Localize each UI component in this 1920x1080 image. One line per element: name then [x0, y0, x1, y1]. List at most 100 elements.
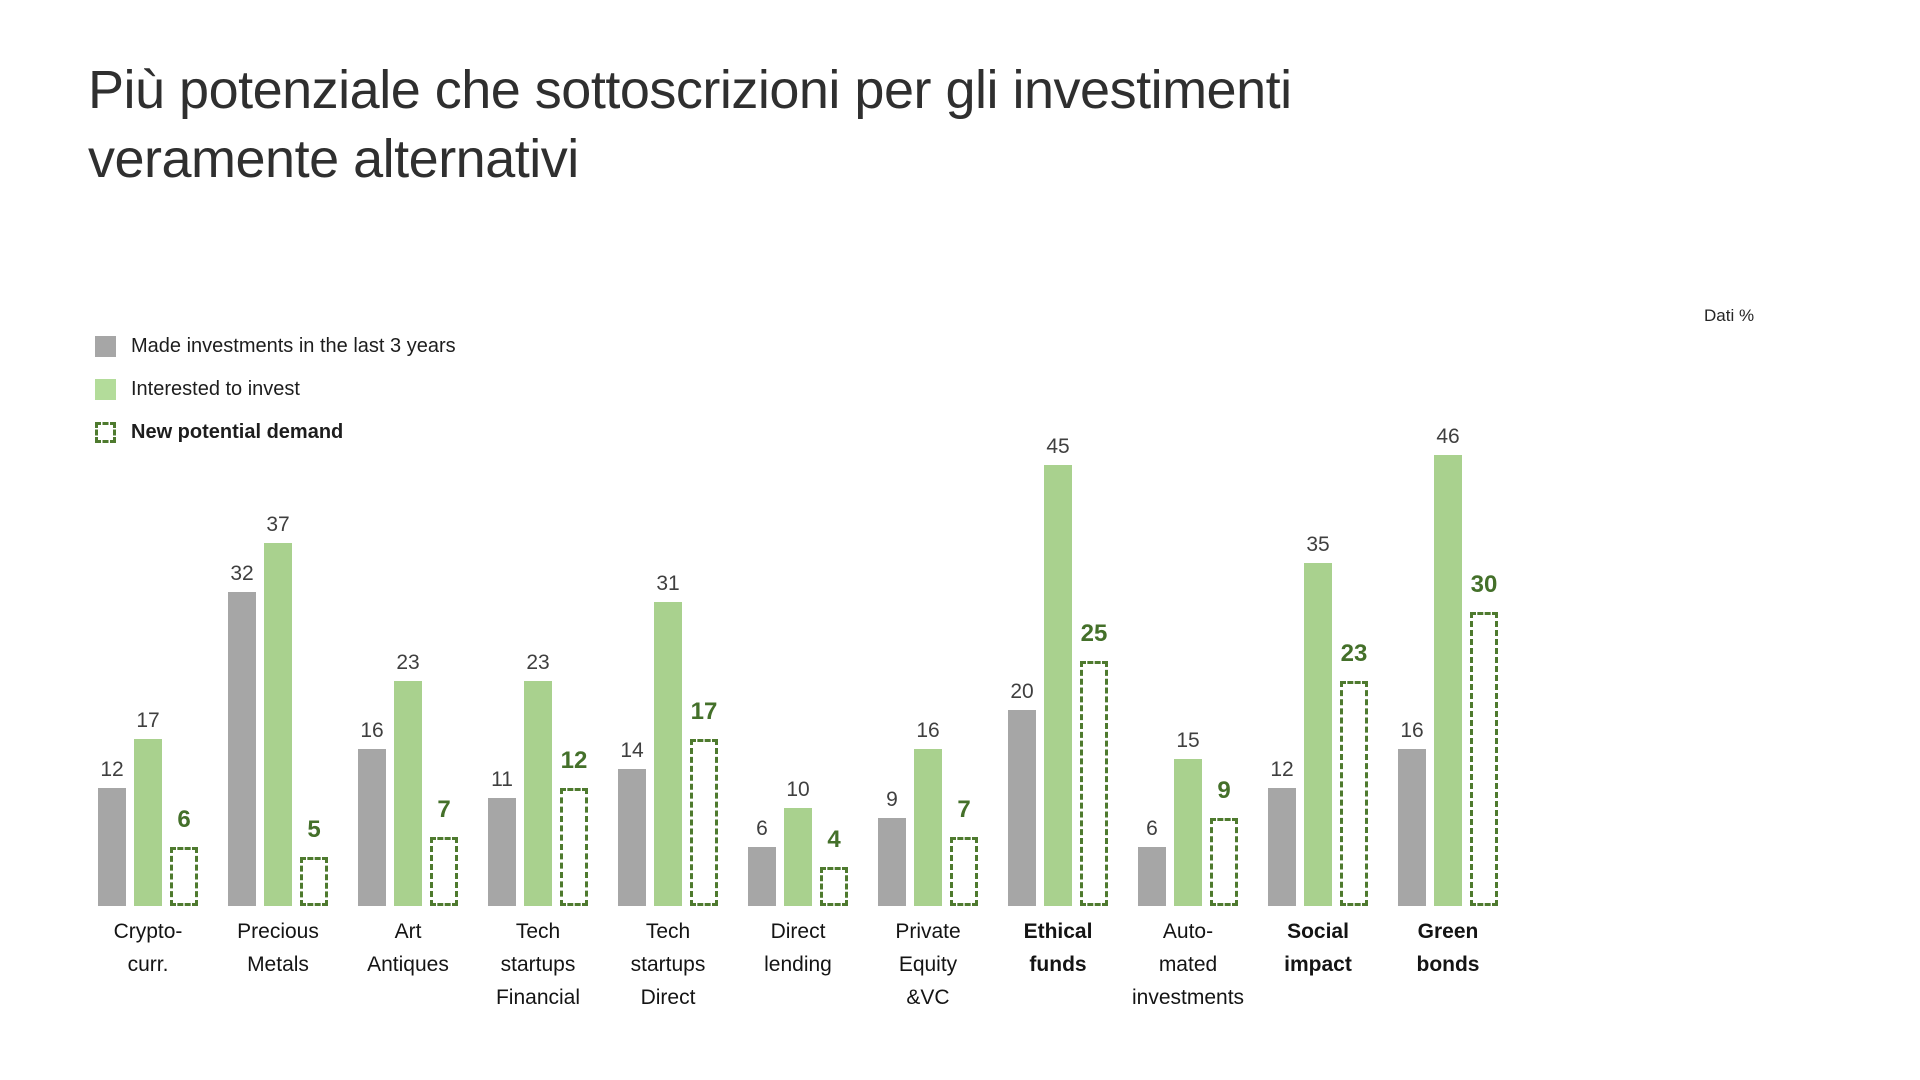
bar-column: 23 [390, 360, 426, 906]
bar-made-investments [1138, 847, 1166, 906]
bar-column: 5 [296, 360, 332, 906]
bar-new-potential-demand [560, 788, 588, 906]
bar-column: 9 [874, 360, 910, 906]
bar-made-investments [1268, 788, 1296, 906]
bar-value-label: 5 [307, 816, 321, 843]
bar-group: 6 10 4 Direct lending [742, 360, 854, 1015]
category-label-line: Tech [515, 920, 561, 943]
category-label-line: Private [895, 920, 961, 943]
bar-group-bars: 11 23 12 [484, 360, 592, 906]
bar-column: 6 [166, 360, 202, 906]
legend-label: Made investments in the last 3 years [131, 334, 456, 357]
bar-group: 32 37 5 Precious Metals [222, 360, 334, 1015]
bar-value-label: 23 [396, 651, 420, 674]
bar-column: 4 [816, 360, 852, 906]
slide-title: Più potenziale che sottoscrizioni per gl… [88, 56, 1292, 194]
bar-interested-to-invest [1434, 455, 1462, 906]
bar-made-investments [98, 788, 126, 906]
bar-column: 11 [484, 360, 520, 906]
bar-column: 12 [94, 360, 130, 906]
category-label-line: investments [1132, 986, 1245, 1009]
bar-made-investments [358, 749, 386, 906]
slide-title-line-2: veramente alternativi [88, 129, 579, 190]
category-label-line: bonds [1416, 953, 1480, 976]
category-label-line: startups [630, 953, 706, 976]
bar-value-label: 7 [437, 796, 451, 823]
bar-column: 15 [1170, 360, 1206, 906]
bar-value-label: 11 [491, 768, 513, 791]
bar-value-label: 37 [266, 513, 290, 536]
bar-interested-to-invest [264, 543, 292, 906]
category-label-line: Tech [645, 920, 691, 943]
bar-column: 14 [614, 360, 650, 906]
bar-column: 45 [1040, 360, 1076, 906]
category-label-line: Art [394, 920, 422, 943]
bar-value-label: 23 [526, 651, 550, 674]
category-label: Art Antiques [352, 915, 464, 1015]
bar-column: 46 [1430, 360, 1466, 906]
bar-value-label: 45 [1046, 435, 1070, 458]
gray-swatch-icon [95, 335, 116, 357]
chart-legend: Made investments in the last 3 years Int… [95, 333, 456, 462]
bar-value-label: 12 [560, 747, 588, 774]
bar-column: 16 [1394, 360, 1430, 906]
bar-value-label: 14 [620, 739, 644, 762]
bar-column: 32 [224, 360, 260, 906]
bar-made-investments [748, 847, 776, 906]
category-label: Private Equity &VC [872, 915, 984, 1015]
bar-value-label: 12 [100, 758, 124, 781]
green-swatch-icon [95, 378, 116, 400]
bar-interested-to-invest [914, 749, 942, 906]
bar-group-bars: 12 17 6 [94, 360, 202, 906]
category-label-line: impact [1284, 953, 1352, 976]
bar-column: 10 [780, 360, 816, 906]
bar-value-label: 30 [1470, 571, 1498, 598]
bar-new-potential-demand [950, 837, 978, 906]
bar-value-label: 35 [1306, 533, 1330, 556]
bar-value-label: 4 [827, 826, 841, 853]
legend-label: Interested to invest [131, 377, 300, 400]
category-label: Green bonds [1392, 915, 1504, 1015]
bar-group: 12 17 6 Crypto-curr. [92, 360, 204, 1015]
category-label-line: Financial [495, 986, 581, 1009]
bar-value-label: 23 [1340, 640, 1368, 667]
bar-made-investments [228, 592, 256, 906]
bar-column: 17 [130, 360, 166, 906]
bar-group-bars: 9 16 7 [874, 360, 982, 906]
bar-value-label: 6 [1146, 817, 1158, 840]
bar-value-label: 16 [360, 719, 384, 742]
bar-interested-to-invest [134, 739, 162, 906]
category-label-line: funds [1029, 953, 1087, 976]
bar-interested-to-invest [394, 681, 422, 906]
category-label: Tech startups Financial [482, 915, 594, 1015]
bar-column: 31 [650, 360, 686, 906]
bar-group: 9 16 7 Private Equity &VC [872, 360, 984, 1015]
bar-interested-to-invest [524, 681, 552, 906]
bar-column: 37 [260, 360, 296, 906]
legend-item-new-potential-demand: New potential demand [95, 419, 456, 445]
bar-column: 17 [686, 360, 722, 906]
bar-new-potential-demand [430, 837, 458, 906]
bar-column: 23 [520, 360, 556, 906]
bar-new-potential-demand [300, 857, 328, 906]
bar-new-potential-demand [1340, 681, 1368, 906]
category-label-line: startups [500, 953, 576, 976]
bar-value-label: 31 [656, 572, 680, 595]
category-label-line: curr. [127, 953, 169, 976]
bar-value-label: 25 [1080, 620, 1108, 647]
category-label-line: Social [1287, 920, 1349, 943]
bar-value-label: 15 [1176, 729, 1200, 752]
bar-value-label: 9 [886, 788, 898, 811]
bar-value-label: 6 [756, 817, 768, 840]
bar-value-label: 32 [230, 562, 254, 585]
bar-group: 12 35 23 Social impact [1262, 360, 1374, 1015]
category-label-line: Equity [898, 953, 958, 976]
category-label: Auto-mated investments [1132, 915, 1244, 1015]
bar-made-investments [618, 769, 646, 906]
category-label-line: Auto- [1162, 920, 1214, 943]
bar-column: 9 [1206, 360, 1242, 906]
bar-group-bars: 6 10 4 [744, 360, 852, 906]
bar-column: 20 [1004, 360, 1040, 906]
bar-value-label: 17 [690, 698, 718, 725]
bar-value-label: 16 [1400, 719, 1424, 742]
